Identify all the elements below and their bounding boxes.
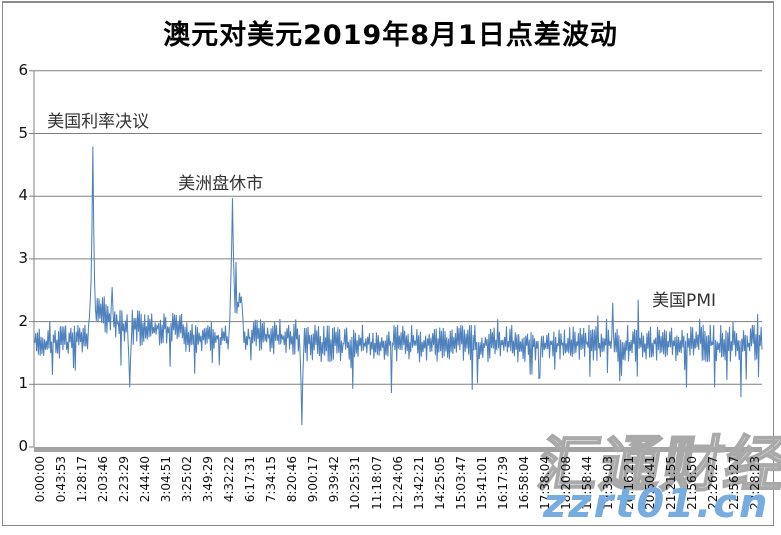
y-tick-label-0: 0 xyxy=(18,437,28,455)
x-tick-label: 9:39:42 xyxy=(327,456,342,503)
x-tick-label: 15:03:47 xyxy=(453,456,468,510)
x-tick-label: 13:42:21 xyxy=(411,456,426,510)
x-tick-label: 2:44:40 xyxy=(138,456,153,503)
x-tick-label: 10:25:31 xyxy=(348,456,363,510)
x-tick-label: 3:04:51 xyxy=(159,456,174,503)
x-tick-label: 2:23:29 xyxy=(117,456,132,503)
x-tick-label: 16:17:39 xyxy=(495,456,510,510)
x-tick-label: 3:49:29 xyxy=(201,456,216,503)
y-tick-label-4: 4 xyxy=(18,186,28,205)
x-tick-label: 4:32:22 xyxy=(222,456,237,503)
x-axis-bar xyxy=(34,447,762,452)
y-tick-label-2: 2 xyxy=(18,311,28,330)
x-tick-label: 15:41:01 xyxy=(474,456,489,510)
x-tick-label: 2:03:46 xyxy=(96,456,111,503)
x-tick-label: 1:28:17 xyxy=(75,456,90,503)
y-tick-label-3: 3 xyxy=(18,248,28,267)
x-tick-label: 6:17:31 xyxy=(243,456,258,503)
watermark-site-url: zzrt01.cn xyxy=(543,481,770,527)
x-tick-label: 9:00:17 xyxy=(306,456,321,503)
x-tick-label: 8:20:46 xyxy=(285,456,300,503)
x-tick-label: 7:34:15 xyxy=(264,456,279,503)
y-tick-label-6: 6 xyxy=(18,60,28,79)
annotation-2: 美国PMI xyxy=(652,291,716,312)
x-tick-label: 12:24:06 xyxy=(390,456,405,510)
chart-title: 澳元对美元2019年8月1日点差波动 xyxy=(163,20,618,51)
chart-frame xyxy=(2,1,774,526)
x-tick-label: 16:58:04 xyxy=(516,456,531,510)
annotation-1: 美洲盘休市 xyxy=(178,173,264,194)
spread-series-line xyxy=(33,146,763,426)
x-tick-label: 0:43:53 xyxy=(54,456,69,503)
x-tick-label: 3:25:02 xyxy=(180,456,195,503)
y-tick-label-1: 1 xyxy=(18,374,28,393)
x-tick-label: 14:25:05 xyxy=(432,456,447,510)
x-tick-label: 0:00:00 xyxy=(33,456,47,503)
annotation-0: 美国利率决议 xyxy=(47,111,150,132)
y-tick-label-5: 5 xyxy=(18,123,28,142)
x-tick-label: 11:18:07 xyxy=(369,456,384,510)
